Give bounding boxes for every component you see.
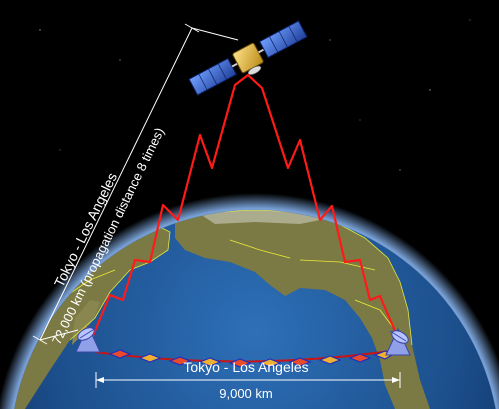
ground-station-icon: [385, 327, 411, 356]
starfield: [39, 19, 471, 171]
ground-dimension-line: [95, 372, 401, 388]
ground-distance-text: 9,000 km: [219, 386, 272, 401]
satellite-dimension-line: [32, 23, 239, 345]
ground-station-icon: [75, 324, 101, 353]
border-lines: [39, 210, 413, 346]
land-north: [175, 210, 430, 409]
ground-route-name: Tokyo - Los Angeles: [183, 359, 308, 375]
satellite-icon: [188, 20, 308, 96]
satellite-signal-path: [90, 73, 400, 339]
ground-signal-path: [94, 349, 399, 368]
ground-relay-markers: [108, 349, 394, 368]
